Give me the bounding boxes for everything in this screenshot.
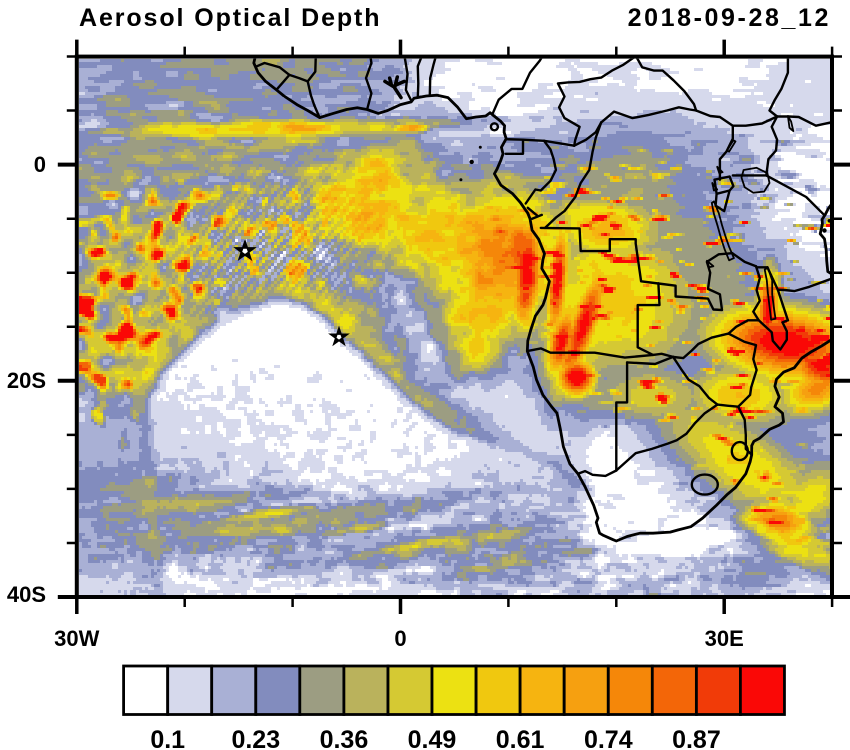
- svg-text:0.49: 0.49: [408, 726, 457, 750]
- svg-text:30W: 30W: [54, 626, 99, 651]
- svg-text:0: 0: [394, 626, 406, 651]
- svg-text:0.61: 0.61: [496, 726, 545, 750]
- svg-text:20S: 20S: [7, 368, 46, 393]
- svg-text:Aerosol Optical Depth: Aerosol Optical Depth: [79, 4, 381, 32]
- svg-text:0.87: 0.87: [672, 726, 721, 750]
- svg-text:0.36: 0.36: [320, 726, 369, 750]
- svg-text:40S: 40S: [7, 582, 46, 607]
- svg-text:2018-09-28_12: 2018-09-28_12: [628, 4, 831, 32]
- svg-text:0: 0: [34, 152, 46, 177]
- svg-text:0.23: 0.23: [231, 726, 280, 750]
- svg-text:0.1: 0.1: [150, 726, 185, 750]
- svg-text:30E: 30E: [705, 626, 744, 651]
- svg-text:0.74: 0.74: [584, 726, 633, 750]
